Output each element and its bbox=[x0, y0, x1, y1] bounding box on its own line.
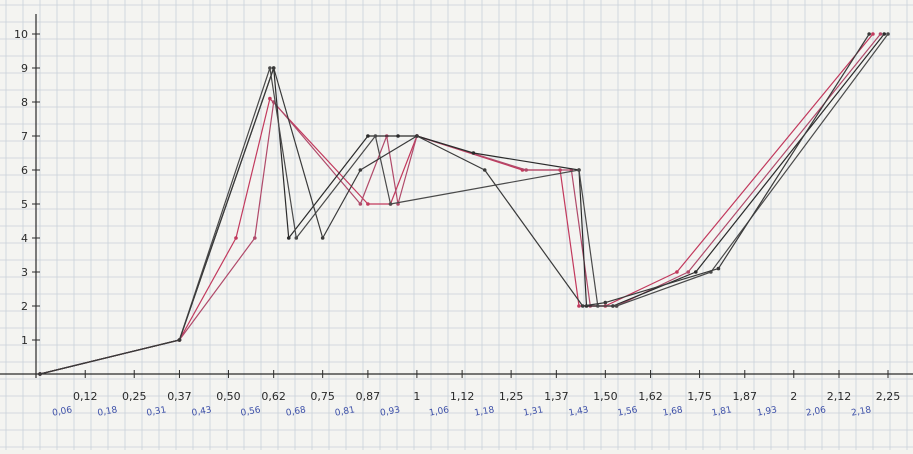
series-point-2 bbox=[358, 202, 363, 206]
series-point-4 bbox=[886, 32, 890, 36]
y-tick-label: 8 bbox=[21, 96, 28, 109]
y-tick-label: 2 bbox=[21, 300, 28, 313]
x-tick-label-blue: 2,18 bbox=[851, 405, 873, 418]
series-point-5 bbox=[271, 66, 276, 70]
x-tick-label: 1,75 bbox=[687, 390, 712, 403]
series-point-5 bbox=[867, 32, 871, 36]
x-tick-label: 0,25 bbox=[122, 390, 147, 403]
x-tick-label: 1,50 bbox=[593, 390, 618, 403]
x-tick-label-blue: 1,43 bbox=[568, 405, 589, 418]
x-tick-label-blue: 1,56 bbox=[617, 405, 639, 418]
x-tick-label: 0,62 bbox=[261, 390, 286, 403]
series-point-2 bbox=[686, 270, 691, 274]
y-tick-label: 1 bbox=[21, 334, 28, 347]
series-point-1 bbox=[871, 32, 875, 36]
series-point-2 bbox=[878, 32, 883, 36]
series-point-1 bbox=[234, 236, 238, 240]
x-tick-label-blue: 1,68 bbox=[662, 405, 684, 418]
y-tick-label: 5 bbox=[21, 198, 28, 211]
series-point-4 bbox=[373, 134, 378, 138]
x-tick-label-blue: 0,43 bbox=[191, 405, 212, 418]
series-point-2 bbox=[524, 168, 528, 172]
x-tick-label: 2 bbox=[790, 390, 797, 403]
series-point-4 bbox=[268, 66, 272, 70]
series-point-1 bbox=[675, 270, 679, 274]
series-point-5 bbox=[358, 168, 363, 172]
x-tick-label: 2,25 bbox=[876, 390, 901, 403]
x-tick-label: 1 bbox=[413, 390, 420, 403]
x-tick-label-blue: 1,93 bbox=[756, 405, 777, 418]
y-tick-label: 10 bbox=[14, 28, 28, 41]
x-tick-label-blue: 0,81 bbox=[334, 405, 355, 418]
series-point-4 bbox=[294, 236, 299, 240]
x-tick-label: 1,12 bbox=[450, 390, 475, 403]
series-point-4 bbox=[614, 304, 619, 308]
x-tick-label-blue: 1,81 bbox=[711, 405, 732, 418]
series-point-3 bbox=[471, 151, 476, 155]
x-tick-label-blue: 0,31 bbox=[146, 405, 167, 418]
x-tick-label: 0,75 bbox=[310, 390, 335, 403]
x-tick-label-blue: 0,56 bbox=[240, 405, 262, 418]
series-point-5 bbox=[603, 300, 608, 305]
x-tick-label-blue: 2,06 bbox=[805, 405, 827, 418]
series-point-5 bbox=[415, 134, 419, 138]
x-tick-label: 0,50 bbox=[216, 390, 241, 403]
x-tick-label-blue: 0,68 bbox=[285, 405, 307, 418]
series-point-5 bbox=[716, 266, 721, 271]
y-tick-label: 3 bbox=[21, 266, 28, 279]
x-tick-label-blue: 0,18 bbox=[97, 405, 119, 418]
x-tick-label: 1,25 bbox=[499, 390, 524, 403]
x-tick-label-blue: 1,31 bbox=[523, 405, 544, 418]
y-tick-label: 4 bbox=[21, 232, 28, 245]
x-tick-label: 1,87 bbox=[733, 390, 758, 403]
x-tick-label-blue: 0,93 bbox=[379, 405, 400, 418]
series-point-5 bbox=[38, 372, 42, 376]
x-tick-label: 0,87 bbox=[356, 390, 381, 403]
series-point-4 bbox=[595, 304, 600, 308]
series-point-3 bbox=[882, 32, 887, 36]
y-tick-label: 6 bbox=[21, 164, 28, 177]
series-point-3 bbox=[693, 270, 698, 274]
series-point-2 bbox=[253, 236, 257, 240]
series-point-4 bbox=[577, 168, 581, 172]
x-tick-label-blue: 1,18 bbox=[474, 405, 496, 418]
y-tick-label: 7 bbox=[21, 130, 28, 143]
series-point-3 bbox=[366, 134, 370, 138]
x-tick-label: 0,37 bbox=[167, 390, 192, 403]
series-point-1 bbox=[366, 202, 370, 206]
x-tick-label-blue: 1,06 bbox=[428, 405, 450, 418]
series-point-4 bbox=[388, 202, 393, 206]
x-tick-label: 2,12 bbox=[827, 390, 852, 403]
series-point-3 bbox=[396, 134, 400, 138]
x-tick-label: 0,12 bbox=[73, 390, 98, 403]
series-point-5 bbox=[580, 304, 585, 308]
series-point-1 bbox=[577, 304, 581, 308]
series-point-3 bbox=[286, 236, 291, 240]
series-point-5 bbox=[482, 168, 487, 172]
x-tick-label: 1,37 bbox=[544, 390, 569, 403]
y-tick-label: 9 bbox=[21, 62, 28, 75]
series-point-5 bbox=[177, 338, 182, 342]
series-point-5 bbox=[320, 236, 325, 240]
x-tick-label-blue: 0,06 bbox=[52, 405, 74, 418]
x-tick-label: 1,62 bbox=[638, 390, 663, 403]
series-point-1 bbox=[268, 96, 272, 101]
